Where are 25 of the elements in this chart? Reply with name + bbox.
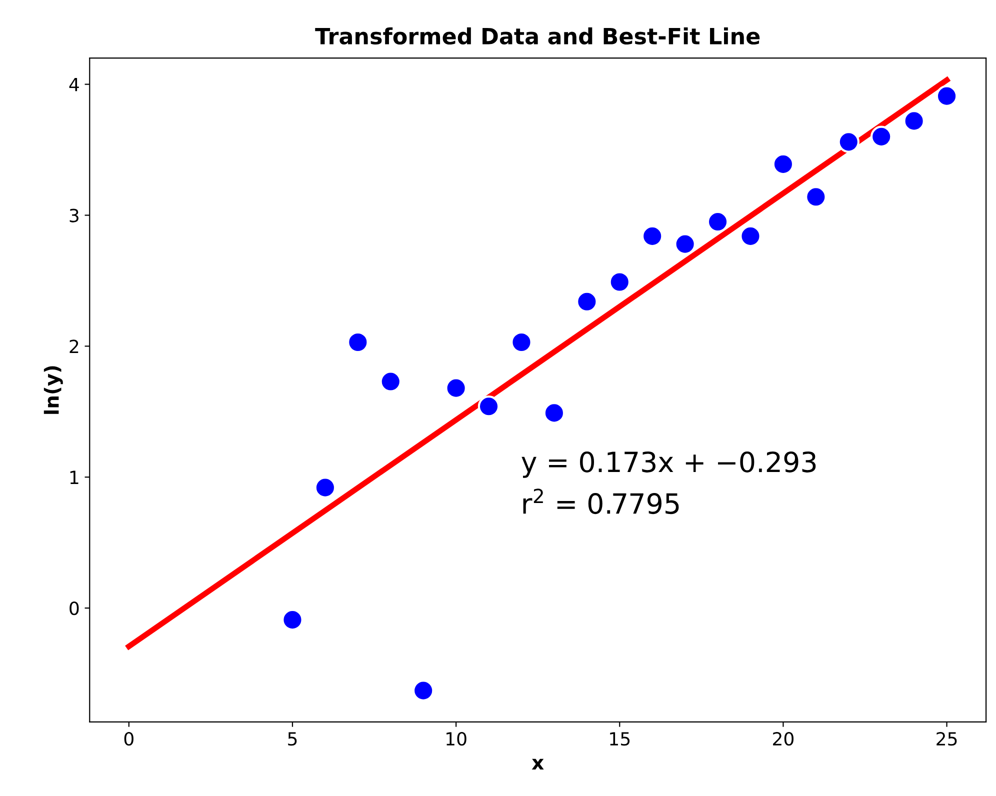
point	[445, 377, 467, 399]
y-tick-label: 1	[70, 470, 78, 484]
point	[838, 131, 860, 153]
x-tick-label: 0	[124, 732, 134, 746]
y-tick-label: 4	[69, 78, 79, 92]
x-axis-title: x	[532, 758, 544, 770]
point	[936, 85, 958, 107]
y-tick-label: 2	[70, 340, 78, 354]
point	[478, 396, 500, 418]
y-tick-label: 3	[70, 208, 78, 222]
annotation: y = 0.173x + −0.293	[522, 451, 816, 478]
point	[805, 186, 827, 208]
y-axis-title: ln(y)	[44, 366, 63, 414]
point	[380, 370, 402, 392]
point	[674, 233, 696, 255]
x-tick-label: 20	[773, 732, 794, 746]
chart-title: Transformed Data and Best-Fit Line	[315, 27, 760, 45]
y-tick-label: 0	[70, 602, 79, 616]
x-tick-label: 5	[288, 732, 297, 746]
annotation: r$^{2}$ = 0.7795	[523, 488, 679, 514]
x-tick-label: 25	[936, 732, 957, 746]
point	[608, 271, 630, 293]
x-tick-label: 15	[610, 732, 630, 746]
x-tick-label: 10	[446, 732, 466, 746]
point	[903, 110, 925, 132]
